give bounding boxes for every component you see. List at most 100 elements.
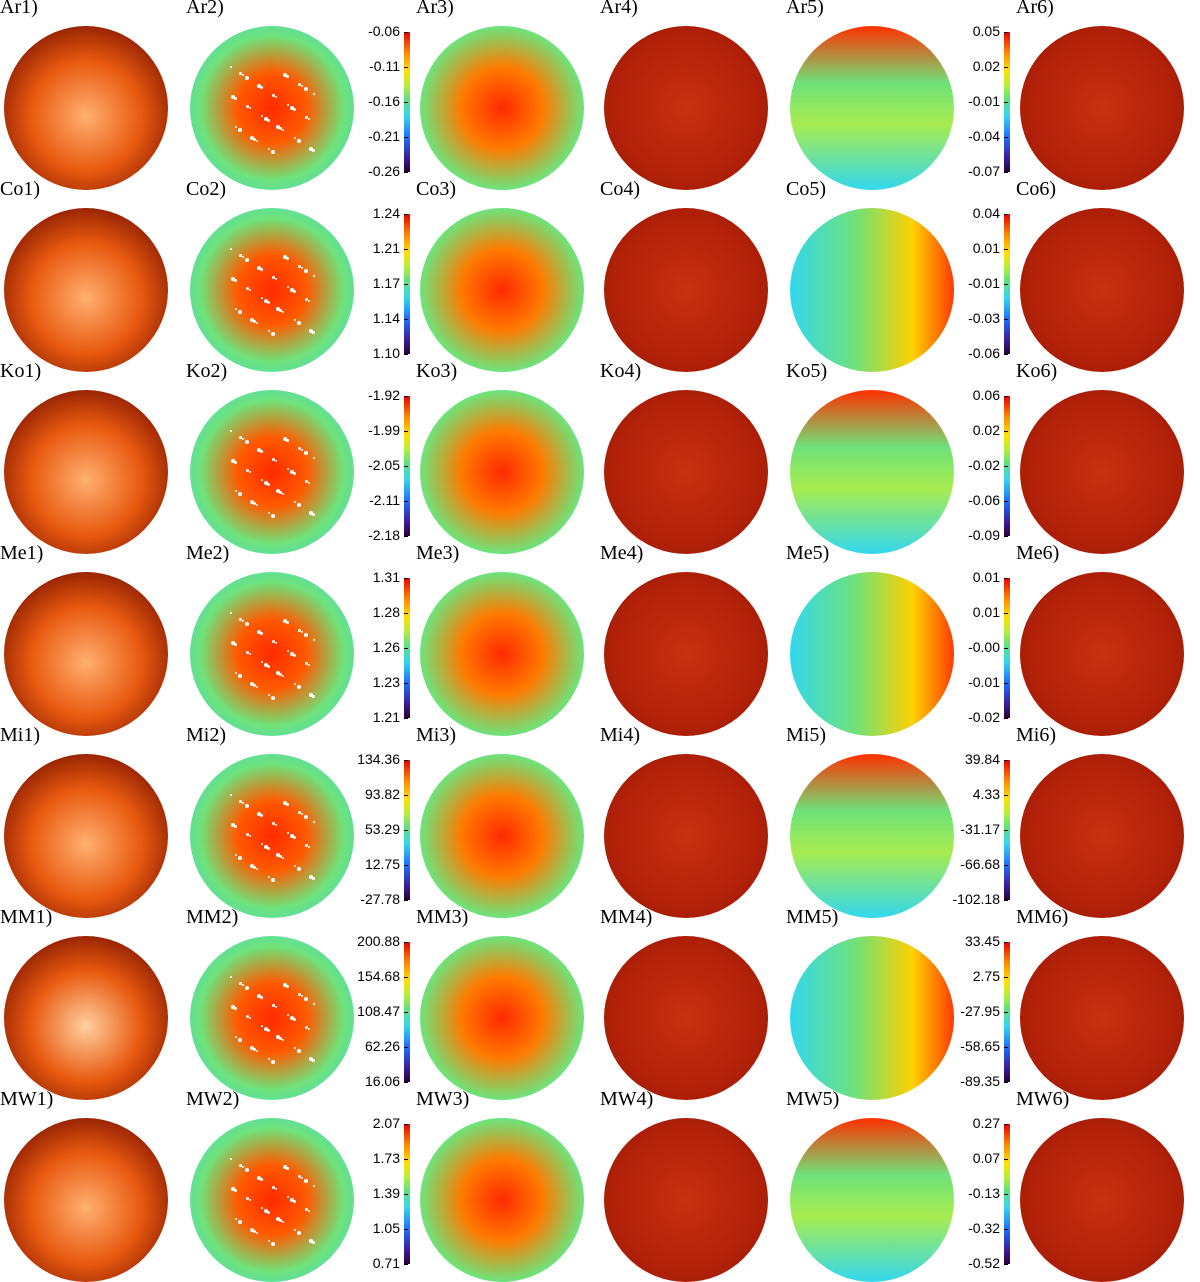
colorbar-tick-mark: [1004, 718, 1008, 719]
colorbar-tick-label: 1.23: [372, 674, 400, 690]
colorbar-tick-label: 1.28: [372, 604, 400, 620]
colorbar: -0.06 -0.11 -0.16 -0.21 -0.26: [346, 0, 416, 182]
colorbar-tick-label: 33.45: [964, 933, 1000, 949]
colorbar-tick-mark: [404, 718, 408, 719]
figure-row-ar: Ar1) Ar2) Ar3) Ar4) Ar5) Ar6) -0.06 -0.11 -0.16-…: [0, 0, 1200, 190]
colorbar-tick-label: 1.39: [372, 1185, 400, 1201]
panel-label: Co5): [786, 178, 826, 200]
panel-ar1: Ar1): [0, 0, 180, 190]
colorbar: 0.27 0.07 -0.13 -0.32 -0.52: [946, 1092, 1016, 1274]
colorbar: 39.84 4.33 -31.17 -66.68 -102.18: [946, 728, 1016, 910]
solar-disk-image: [604, 572, 768, 736]
panel-ko4: Ko4): [600, 360, 780, 554]
solar-disk-image: [790, 754, 954, 918]
colorbar-tick-label: -0.01: [968, 275, 1000, 291]
panel-label: Me3): [416, 542, 460, 564]
panel-me5: Me5): [786, 542, 966, 736]
panel-label: Co4): [600, 178, 640, 200]
colorbar-tick-label: -0.00: [968, 639, 1000, 655]
colorbar-tick-mark: [404, 396, 408, 397]
solar-disk-image: [790, 208, 954, 372]
colorbar-tick-mark: [1004, 977, 1008, 978]
colorbar-tick-label: 62.26: [364, 1038, 400, 1054]
colorbar: 134.36 93.82 53.29 12.75 -27.78: [346, 728, 416, 910]
solar-disk-image: [1020, 390, 1184, 554]
colorbar-tick-mark: [1004, 249, 1008, 250]
solar-disk-image: [1020, 26, 1184, 190]
solar-disk-image: [420, 1118, 584, 1282]
solar-disk-image: [4, 390, 168, 554]
panel-label: MW4): [600, 1088, 654, 1110]
panel-mi6: Mi6): [1016, 724, 1196, 918]
panel-mw6: MW6): [1016, 1088, 1196, 1282]
colorbar-tick-mark: [404, 137, 408, 138]
colorbar-tick-mark: [1004, 396, 1008, 397]
panel-label: Mi3): [416, 724, 456, 746]
colorbar-tick-mark: [1004, 1159, 1008, 1160]
solar-disk-image: [604, 1118, 768, 1282]
panel-ko5: Ko5): [786, 360, 966, 554]
colorbar-tick-label: 0.02: [972, 58, 1000, 74]
colorbar-tick-label: -0.32: [968, 1220, 1000, 1236]
solar-disk-image: [4, 572, 168, 736]
panel-me1: Me1): [0, 542, 180, 736]
colorbar-tick-mark: [1004, 137, 1008, 138]
colorbar-tick-mark: [1004, 1012, 1008, 1013]
panel-label: Me4): [600, 542, 644, 564]
colorbar-tick-label: -1.99: [368, 422, 400, 438]
colorbar-tick-label: -58.65: [960, 1038, 1000, 1054]
solar-disk-image: [190, 26, 354, 190]
colorbar-tick-label: -0.06: [968, 492, 1000, 508]
colorbar-tick-mark: [1004, 1082, 1008, 1083]
colorbar-tick-label: 12.75: [364, 856, 400, 872]
panel-label: Mi5): [786, 724, 826, 746]
colorbar-tick-label: -2.05: [368, 457, 400, 473]
colorbar-tick-label: 1.31: [372, 569, 400, 585]
colorbar-tick-label: 93.82: [364, 786, 400, 802]
colorbar-tick-mark: [1004, 613, 1008, 614]
colorbar-tick-mark: [404, 32, 408, 33]
panel-ar2: Ar2): [186, 0, 366, 190]
panel-mi1: Mi1): [0, 724, 180, 918]
solar-disk-image: [604, 26, 768, 190]
colorbar-tick-mark: [404, 67, 408, 68]
colorbar-tick-label: -102.18: [952, 891, 1000, 907]
panel-label: Co6): [1016, 178, 1056, 200]
colorbar-tick-label: 1.26: [372, 639, 400, 655]
panel-co6: Co6): [1016, 178, 1196, 372]
colorbar-tick-label: 39.84: [964, 751, 1000, 767]
panel-mi5: Mi5): [786, 724, 966, 918]
colorbar-tick-label: 0.02: [972, 422, 1000, 438]
colorbar-tick-label: 2.75: [972, 968, 1000, 984]
colorbar-tick-mark: [1004, 354, 1008, 355]
colorbar-tick-label: 0.01: [972, 240, 1000, 256]
solar-disk-image: [420, 26, 584, 190]
colorbar-tick-mark: [404, 466, 408, 467]
solar-disk-image: [190, 754, 354, 918]
panel-label: Mi6): [1016, 724, 1056, 746]
colorbar-tick-mark: [1004, 172, 1008, 173]
colorbar-tick-mark: [1004, 795, 1008, 796]
panel-label: Co2): [186, 178, 226, 200]
colorbar-tick-mark: [404, 1047, 408, 1048]
colorbar-tick-mark: [404, 977, 408, 978]
colorbar-tick-label: 1.24: [372, 205, 400, 221]
panel-mm1: MM1): [0, 906, 180, 1100]
panel-label: Ar4): [600, 0, 638, 18]
colorbar-tick-label: -1.92: [368, 387, 400, 403]
colorbar-tick-label: -0.03: [968, 310, 1000, 326]
colorbar: -1.92 -1.99 -2.05 -2.11 -2.18: [346, 364, 416, 546]
colorbar-tick-mark: [404, 900, 408, 901]
solar-disk-image: [4, 208, 168, 372]
figure-row-mw: MW1) MW2) MW3) MW4) MW5) MW6) 2.07 1.73 1.39 1.05…: [0, 1088, 1200, 1282]
panel-label: Ko6): [1016, 360, 1058, 382]
panel-mi3: Mi3): [416, 724, 596, 918]
colorbar-tick-label: -0.06: [368, 23, 400, 39]
colorbar-tick-mark: [404, 865, 408, 866]
colorbar-tick-mark: [1004, 32, 1008, 33]
colorbar-tick-mark: [404, 648, 408, 649]
solar-disk-image: [4, 936, 168, 1100]
solar-disk-image: [790, 26, 954, 190]
colorbar-tick-mark: [404, 319, 408, 320]
